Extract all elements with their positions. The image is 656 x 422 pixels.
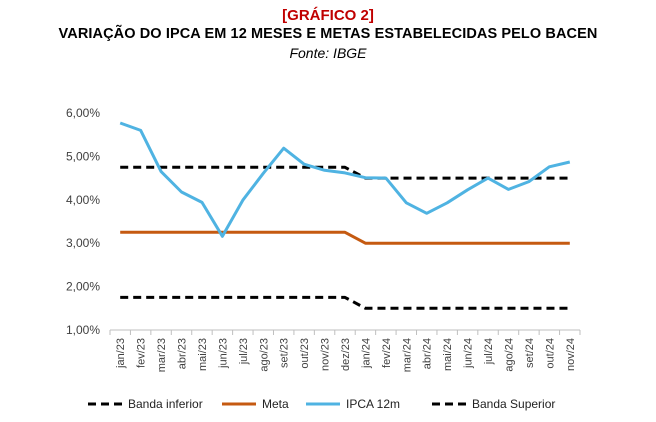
series-line-ipca-12m bbox=[119, 121, 571, 238]
x-tick-label: mar/23 bbox=[156, 338, 168, 372]
x-tick-label: jan/24 bbox=[360, 338, 372, 369]
chart-tag: [GRÁFICO 2] bbox=[282, 7, 374, 24]
x-tick-label: fev/24 bbox=[381, 338, 393, 368]
x-tick-label: nov/23 bbox=[320, 338, 332, 371]
x-tick-label: jun/24 bbox=[463, 338, 475, 369]
chart-title: VARIAÇÃO DO IPCA EM 12 MESES E METAS EST… bbox=[58, 26, 598, 42]
series-line-banda-inferior bbox=[120, 295, 570, 310]
chart-source: Fonte: IBGE bbox=[289, 45, 367, 61]
chart-series bbox=[119, 121, 571, 310]
legend-label-ipca-12m: IPCA 12m bbox=[346, 397, 400, 411]
x-tick-label: mar/24 bbox=[401, 338, 413, 372]
chart-axes: 1,00% 2,00% 3,00% 4,00% 5,00% 6,00% jan/23 fev/… bbox=[66, 106, 581, 372]
y-tick-label: 5,00% bbox=[66, 149, 100, 163]
x-tick-label: nov/24 bbox=[565, 338, 577, 371]
x-tick-label: jul/23 bbox=[238, 338, 250, 365]
y-tick-label: 3,00% bbox=[66, 236, 100, 250]
x-tick-label: fev/23 bbox=[136, 338, 148, 368]
x-tick-label: jan/23 bbox=[115, 338, 127, 369]
x-tick-label: set/24 bbox=[524, 338, 536, 368]
legend-label-meta: Meta bbox=[262, 397, 289, 411]
x-tick-label: ago/23 bbox=[258, 338, 270, 372]
legend-label-banda-inferior: Banda inferior bbox=[128, 397, 203, 411]
x-tick-label: abr/24 bbox=[422, 338, 434, 369]
x-tick-label: dez/23 bbox=[340, 338, 352, 371]
chart-legend: Banda inferior Meta IPCA 12m Banda Superior bbox=[88, 397, 555, 411]
y-tick-label: 4,00% bbox=[66, 193, 100, 207]
series-line-meta bbox=[120, 230, 570, 245]
x-tick-label: out/24 bbox=[544, 338, 556, 369]
x-tick-label: ago/24 bbox=[503, 338, 515, 372]
legend-label-banda-superior: Banda Superior bbox=[472, 397, 555, 411]
x-tick-label: abr/23 bbox=[177, 338, 189, 369]
chart-header: [GRÁFICO 2] VARIAÇÃO DO IPCA EM 12 MESES… bbox=[0, 6, 656, 62]
y-tick-label: 1,00% bbox=[66, 323, 100, 337]
x-tick-label: mai/23 bbox=[197, 338, 209, 371]
y-tick-label: 6,00% bbox=[66, 106, 100, 120]
x-tick-label: mai/24 bbox=[442, 338, 454, 371]
x-tick-label: jul/24 bbox=[483, 338, 495, 365]
x-tick-label: out/23 bbox=[299, 338, 311, 369]
x-tick-label: set/23 bbox=[279, 338, 291, 368]
y-tick-label: 2,00% bbox=[66, 280, 100, 294]
x-tick-label: jun/23 bbox=[217, 338, 229, 369]
series-line-banda-superior bbox=[120, 165, 570, 180]
